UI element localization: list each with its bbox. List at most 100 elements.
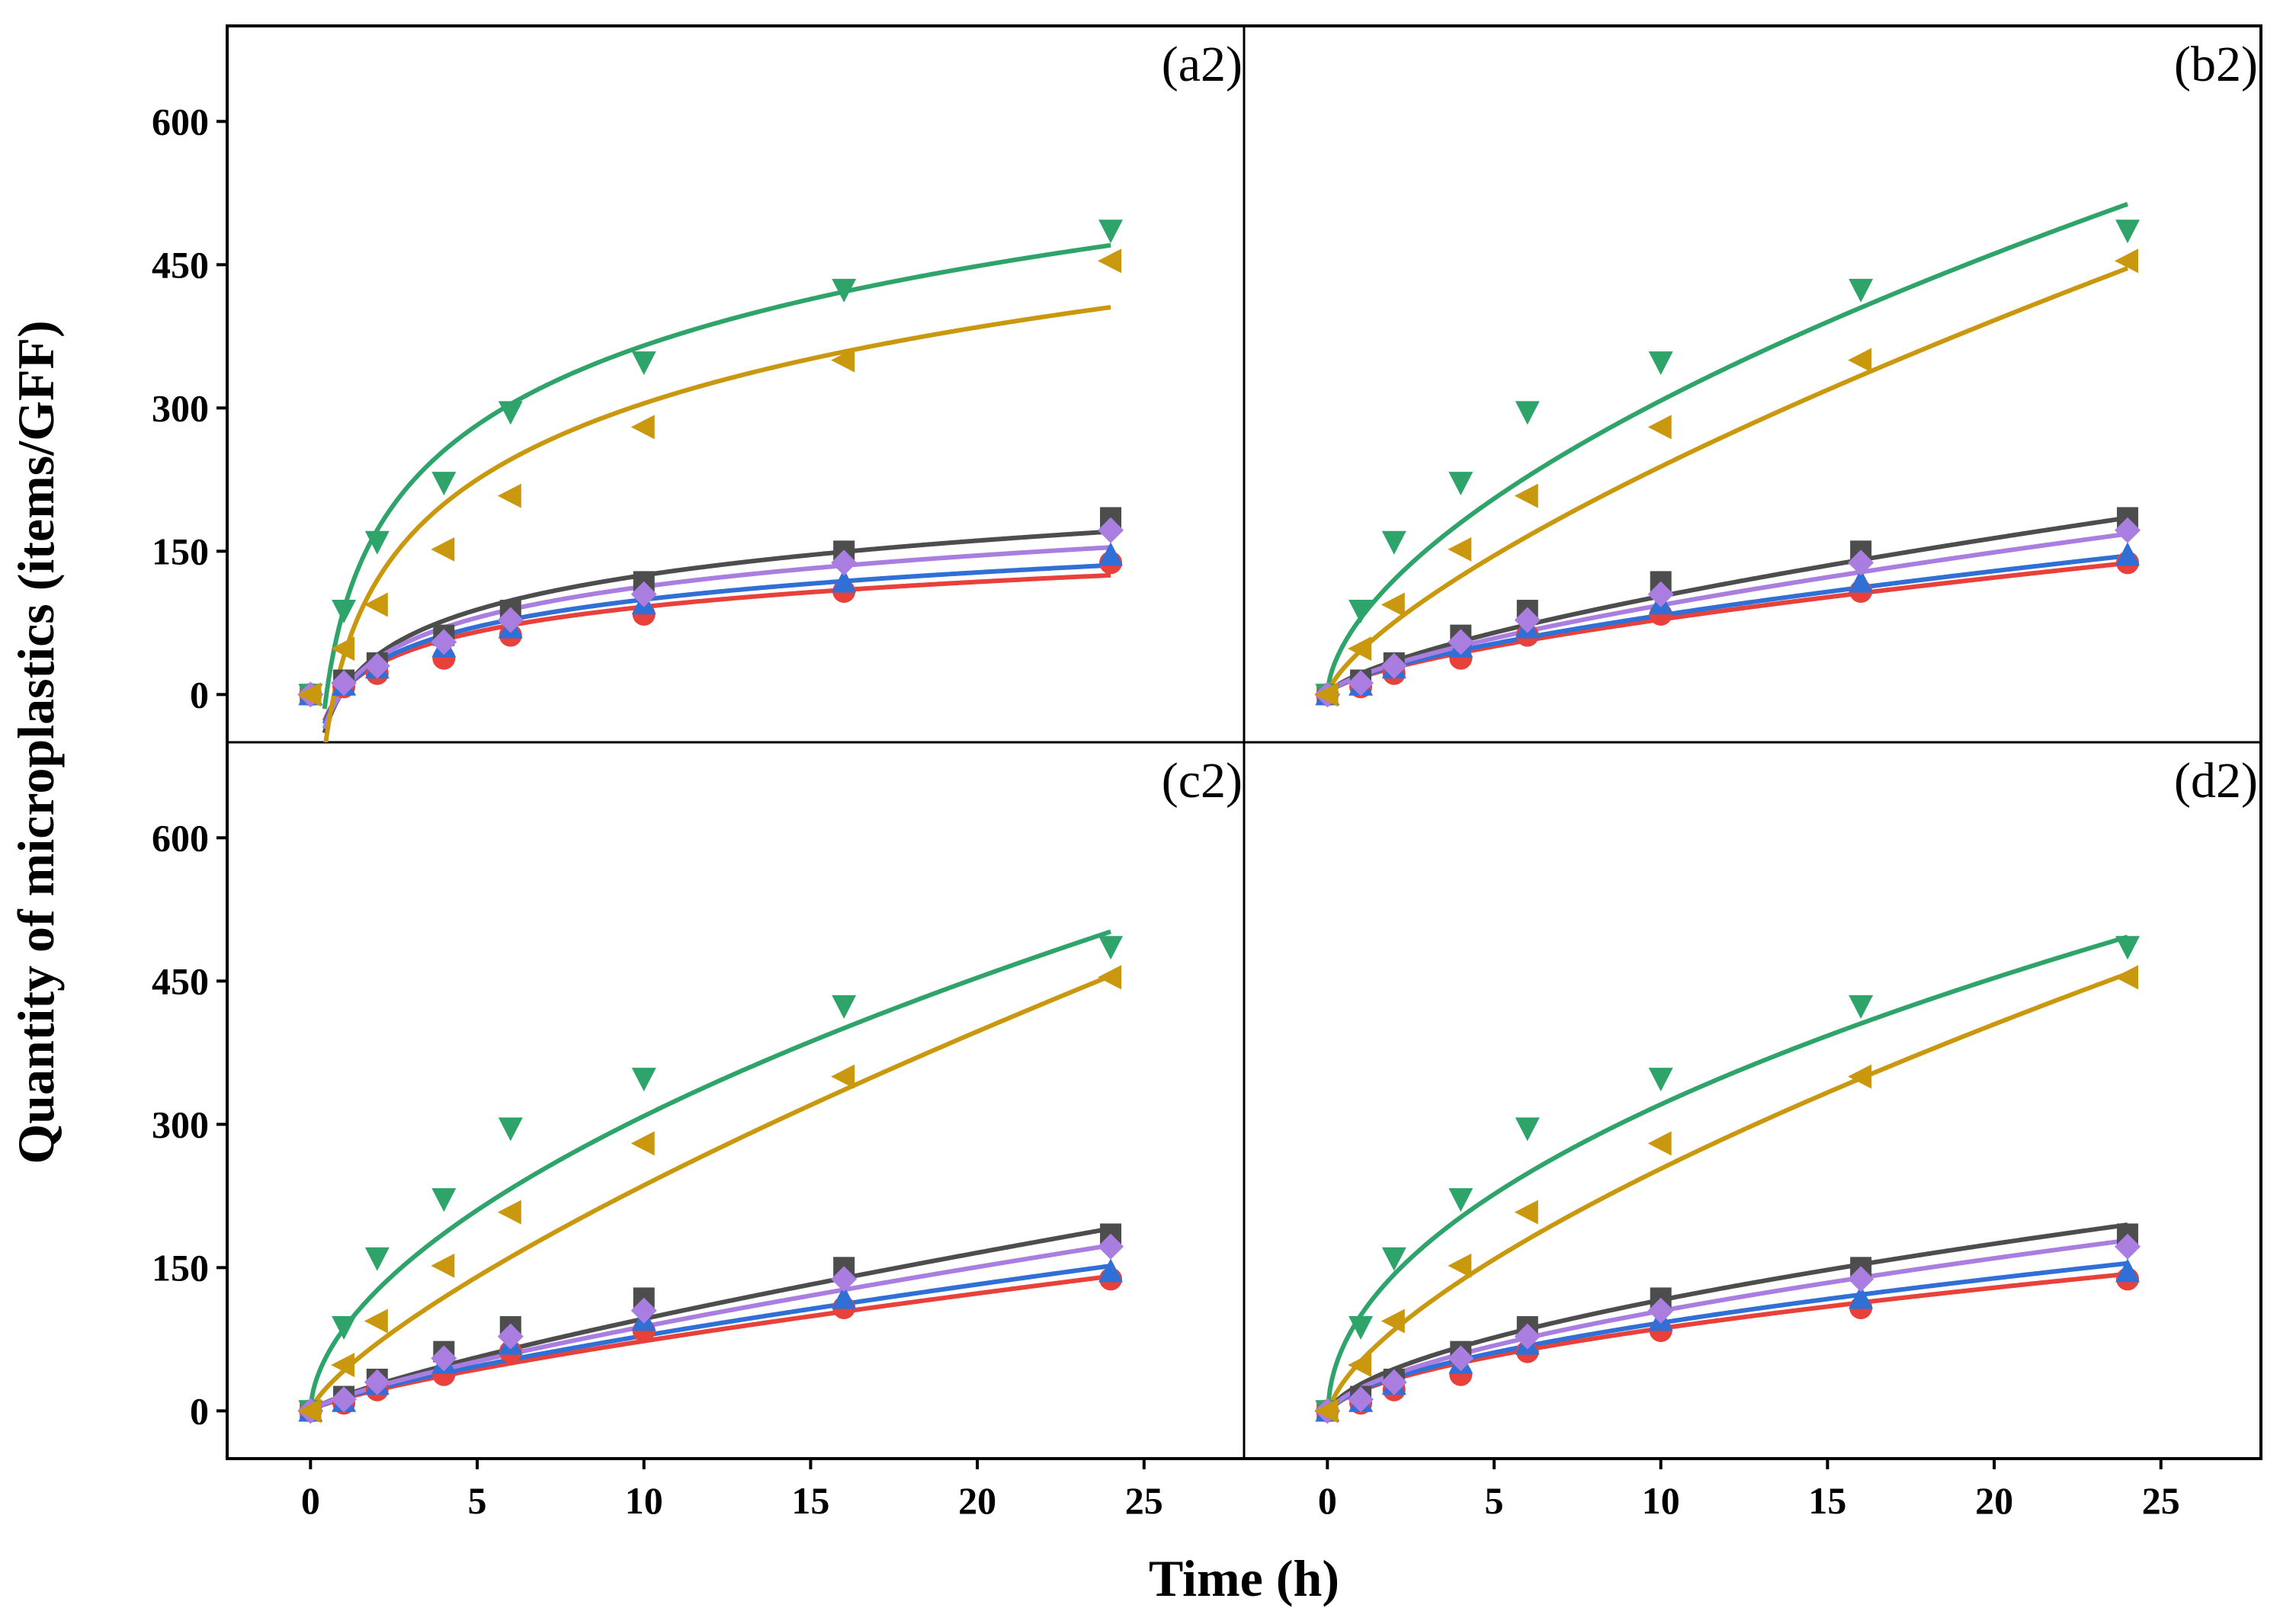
panel-3-points <box>297 936 1124 1424</box>
data-point-purple <box>1448 1345 1474 1372</box>
data-point-purple <box>1647 1297 1674 1324</box>
panel-1-points <box>297 219 1124 708</box>
data-point-green <box>498 401 523 425</box>
data-point-blue <box>832 1285 857 1309</box>
data-point-purple <box>1647 581 1674 607</box>
y-tick-label: 150 <box>152 1246 209 1289</box>
data-point-purple <box>1098 517 1124 543</box>
x-tick-label: 0 <box>1318 1479 1337 1522</box>
data-point-green <box>332 600 357 624</box>
data-point-gold <box>630 415 655 440</box>
data-point-green <box>364 530 390 555</box>
panel-label-b2: (b2) <box>2174 37 2258 92</box>
data-point-blue <box>2115 1258 2140 1283</box>
data-point-green <box>1648 351 1673 376</box>
data-point-purple <box>1380 1369 1407 1395</box>
data-point-gold <box>1098 965 1122 990</box>
data-point-gold <box>1448 537 1472 562</box>
data-point-purple <box>1348 1386 1374 1413</box>
data-point-purple <box>497 607 524 633</box>
fit-curve-gold <box>1326 971 2129 1416</box>
data-point-gold <box>297 1398 322 1424</box>
fit-curve-purple <box>309 1243 1111 1412</box>
panel-1-curves <box>322 242 1111 742</box>
data-point-green <box>832 278 857 303</box>
data-point-blue <box>1098 1258 1124 1283</box>
data-point-purple <box>2115 1233 2141 1260</box>
y-tick-label: 600 <box>152 816 209 859</box>
data-point-blue <box>832 569 857 593</box>
fit-curve-gold <box>1326 266 2129 693</box>
x-tick-label: 25 <box>1125 1479 1163 1522</box>
data-point-purple <box>1098 1233 1124 1260</box>
fit-curve-gold <box>323 305 1111 742</box>
data-point-purple <box>1848 1266 1874 1292</box>
data-point-gold <box>431 537 455 562</box>
x-tick-label: 20 <box>1975 1479 2013 1522</box>
x-tick-label: 15 <box>1808 1479 1846 1522</box>
data-point-green <box>1515 401 1540 425</box>
data-point-green <box>631 351 656 376</box>
y-tick-label: 0 <box>190 673 209 716</box>
data-point-gold <box>297 682 322 707</box>
data-points <box>297 219 2141 1424</box>
data-point-gold <box>1098 248 1122 274</box>
data-point-purple <box>364 1369 390 1395</box>
data-point-gold <box>431 1253 455 1278</box>
fit-curve-red <box>1326 1271 2128 1417</box>
panel-3-curves <box>309 929 1112 1413</box>
data-point-green <box>1448 472 1473 496</box>
data-point-purple <box>497 1323 524 1350</box>
x-tick-label: 0 <box>301 1479 320 1522</box>
data-point-green <box>332 1316 357 1341</box>
y-tick-label: 600 <box>152 100 209 143</box>
data-point-green <box>431 1188 457 1212</box>
axis-ticks: 0 150 300 450 600 0 150 300 450 600 0 5 10 15 20 25 0 5 10… <box>152 100 2180 1522</box>
x-tick-label: 20 <box>958 1479 996 1522</box>
data-point-green <box>2115 219 2140 244</box>
panel-4-curves <box>1326 934 2129 1417</box>
data-point-gold <box>831 1064 855 1089</box>
data-point-green <box>2115 936 2140 960</box>
fit-curve-purple <box>322 545 1111 730</box>
panel-2-curves <box>1326 201 2129 695</box>
fit-curves <box>309 201 2129 1417</box>
fit-curve-blue <box>322 562 1111 725</box>
data-point-green <box>1348 1316 1374 1341</box>
data-point-gold <box>1848 1064 1872 1089</box>
data-point-blue <box>2115 542 2140 566</box>
y-tick-label: 0 <box>190 1389 209 1432</box>
y-tick-label: 300 <box>152 386 209 429</box>
data-point-purple <box>1380 652 1407 679</box>
x-tick-label: 5 <box>468 1479 487 1522</box>
data-point-green <box>1849 995 1874 1019</box>
x-tick-label: 10 <box>625 1479 663 1522</box>
data-point-blue <box>1098 542 1124 566</box>
fit-curve-red <box>309 1273 1111 1413</box>
data-point-gold <box>1348 1353 1372 1378</box>
data-point-gold <box>497 483 521 508</box>
data-point-purple <box>1514 1323 1541 1350</box>
fit-curve-red <box>322 572 1111 722</box>
data-point-purple <box>1448 629 1474 655</box>
fit-curve-blue <box>309 1264 1111 1412</box>
data-point-green <box>1648 1068 1673 1092</box>
fit-curve-purple <box>1326 531 2128 695</box>
data-point-gold <box>1380 592 1405 617</box>
x-tick-label: 10 <box>1642 1479 1680 1522</box>
fit-curve-green <box>309 929 1111 1402</box>
data-point-blue <box>1849 1285 1874 1309</box>
data-point-gold <box>1314 1398 1339 1424</box>
data-point-green <box>1381 1247 1406 1271</box>
data-point-gold <box>1348 636 1372 661</box>
data-point-green <box>1098 219 1124 244</box>
fit-curve-purple <box>1326 1238 2128 1417</box>
data-point-blue <box>1849 569 1874 593</box>
data-point-green <box>631 1068 656 1092</box>
data-point-gold <box>364 592 388 617</box>
data-point-purple <box>630 581 657 607</box>
data-point-green <box>1381 530 1406 555</box>
data-point-green <box>431 472 457 496</box>
data-point-purple <box>831 1266 858 1292</box>
data-point-purple <box>431 629 457 655</box>
